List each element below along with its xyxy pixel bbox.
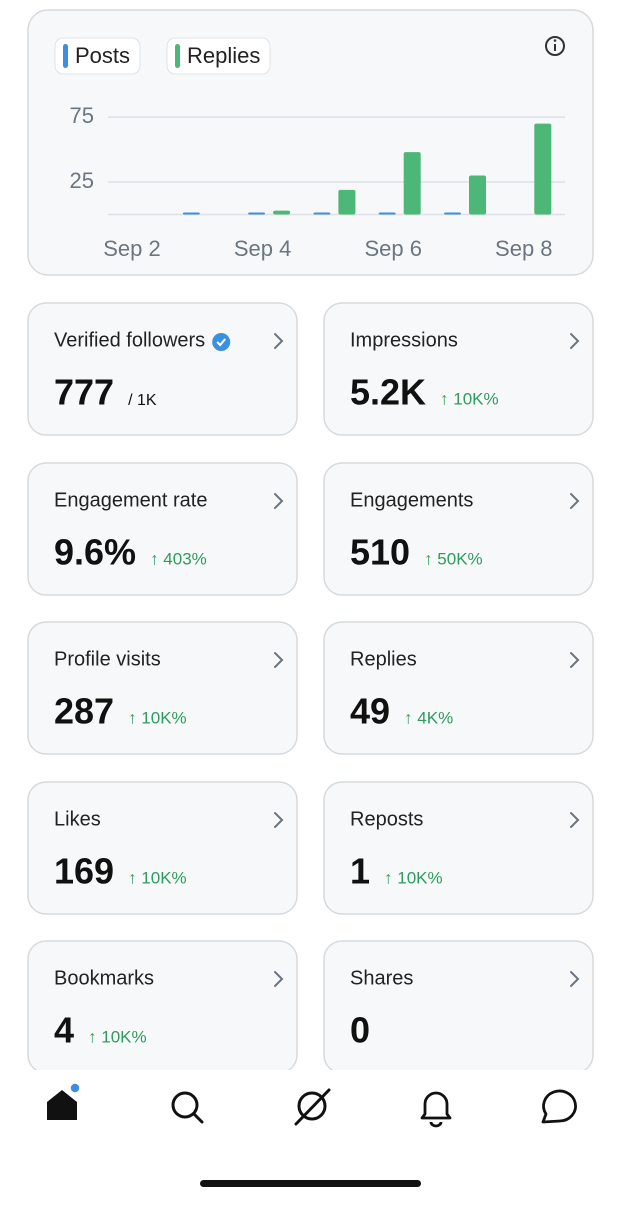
chevron	[570, 333, 580, 349]
grok-tab[interactable]	[297, 1091, 327, 1121]
chevron	[274, 333, 284, 349]
verified-badge	[212, 333, 231, 351]
legend-label: Replies	[187, 43, 260, 68]
chevron	[570, 812, 580, 828]
y-tick-label: 25	[70, 168, 94, 193]
home-tab[interactable]	[47, 1090, 77, 1120]
metric-value: 4	[54, 1010, 74, 1051]
metric-card[interactable]	[323, 302, 594, 436]
metric-card[interactable]	[323, 462, 594, 596]
metric-value: 510	[350, 532, 410, 573]
metric-label: Verified followers	[54, 329, 205, 351]
metric-card[interactable]	[323, 940, 594, 1074]
chevron	[570, 493, 580, 509]
tab-bar	[0, 1070, 619, 1200]
home-indicator	[200, 1180, 421, 1187]
bar	[182, 212, 200, 215]
metric-change: ↑ 10K%	[440, 389, 499, 408]
verified-check	[216, 338, 226, 347]
metric-value: 5.2K	[350, 372, 426, 413]
info-icon[interactable]	[545, 36, 565, 56]
metric-card[interactable]	[27, 462, 298, 596]
metric-change: ↑ 10K%	[384, 868, 443, 887]
y-tick-label: 75	[70, 103, 94, 128]
metric-label: Impressions	[350, 329, 458, 351]
notifications-tab[interactable]	[420, 1091, 452, 1128]
metric-label: Likes	[54, 808, 101, 830]
grok-slash	[294, 1088, 331, 1126]
bar	[313, 212, 331, 215]
metric-label: Shares	[350, 967, 413, 989]
chevron	[274, 971, 284, 987]
metric-value: 9.6%	[54, 532, 136, 573]
legend-item[interactable]	[54, 37, 141, 75]
metric-label: Engagement rate	[54, 489, 207, 511]
bar	[248, 212, 266, 215]
chart-card	[27, 9, 594, 276]
metric-value: 287	[54, 691, 114, 732]
legend-swatch	[63, 44, 68, 68]
metric-label: Bookmarks	[54, 967, 154, 989]
bar	[403, 152, 421, 215]
legend-label: Posts	[75, 43, 130, 68]
x-tick-label: Sep 8	[495, 236, 553, 261]
bar	[534, 123, 552, 215]
metric-change: ↑ 4K%	[404, 708, 453, 727]
metric-suffix: / 1K	[128, 392, 157, 409]
metric-change: ↑ 403%	[150, 549, 207, 568]
info-icon-dot	[553, 39, 557, 42]
search-handle	[192, 1112, 204, 1124]
chevron	[570, 971, 580, 987]
metric-value: 0	[350, 1010, 370, 1051]
metric-label: Engagements	[350, 489, 473, 511]
legend-item[interactable]	[166, 37, 271, 75]
metric-card[interactable]	[27, 940, 298, 1074]
metric-change: ↑ 10K%	[128, 868, 187, 887]
chevron	[274, 652, 284, 668]
metric-value: 169	[54, 851, 114, 892]
search-tab[interactable]	[171, 1091, 199, 1119]
metric-label: Reposts	[350, 808, 423, 830]
metric-card[interactable]	[27, 781, 298, 915]
x-tick-label: Sep 4	[234, 236, 292, 261]
metric-change: ↑ 10K%	[88, 1027, 147, 1046]
bar	[469, 175, 486, 215]
x-tick-label: Sep 6	[364, 236, 422, 261]
metric-card[interactable]	[27, 302, 298, 436]
metric-card[interactable]	[323, 621, 594, 755]
bar	[378, 212, 396, 215]
messages-tab[interactable]	[541, 1089, 577, 1124]
metric-label: Replies	[350, 648, 417, 670]
chevron	[570, 652, 580, 668]
metric-value: 49	[350, 691, 390, 732]
chevron	[274, 812, 284, 828]
bar	[338, 189, 356, 215]
legend-swatch	[175, 44, 180, 68]
bar	[444, 212, 461, 215]
metric-label: Profile visits	[54, 648, 161, 670]
metric-change: ↑ 50K%	[424, 549, 483, 568]
metric-value: 1	[350, 851, 370, 892]
metric-change: ↑ 10K%	[128, 708, 187, 727]
chevron	[274, 493, 284, 509]
metric-value: 777	[54, 372, 114, 413]
bar	[273, 210, 291, 215]
metric-card[interactable]	[27, 621, 298, 755]
metric-card[interactable]	[323, 781, 594, 915]
x-tick-label: Sep 2	[103, 236, 161, 261]
notification-dot	[69, 1082, 81, 1094]
